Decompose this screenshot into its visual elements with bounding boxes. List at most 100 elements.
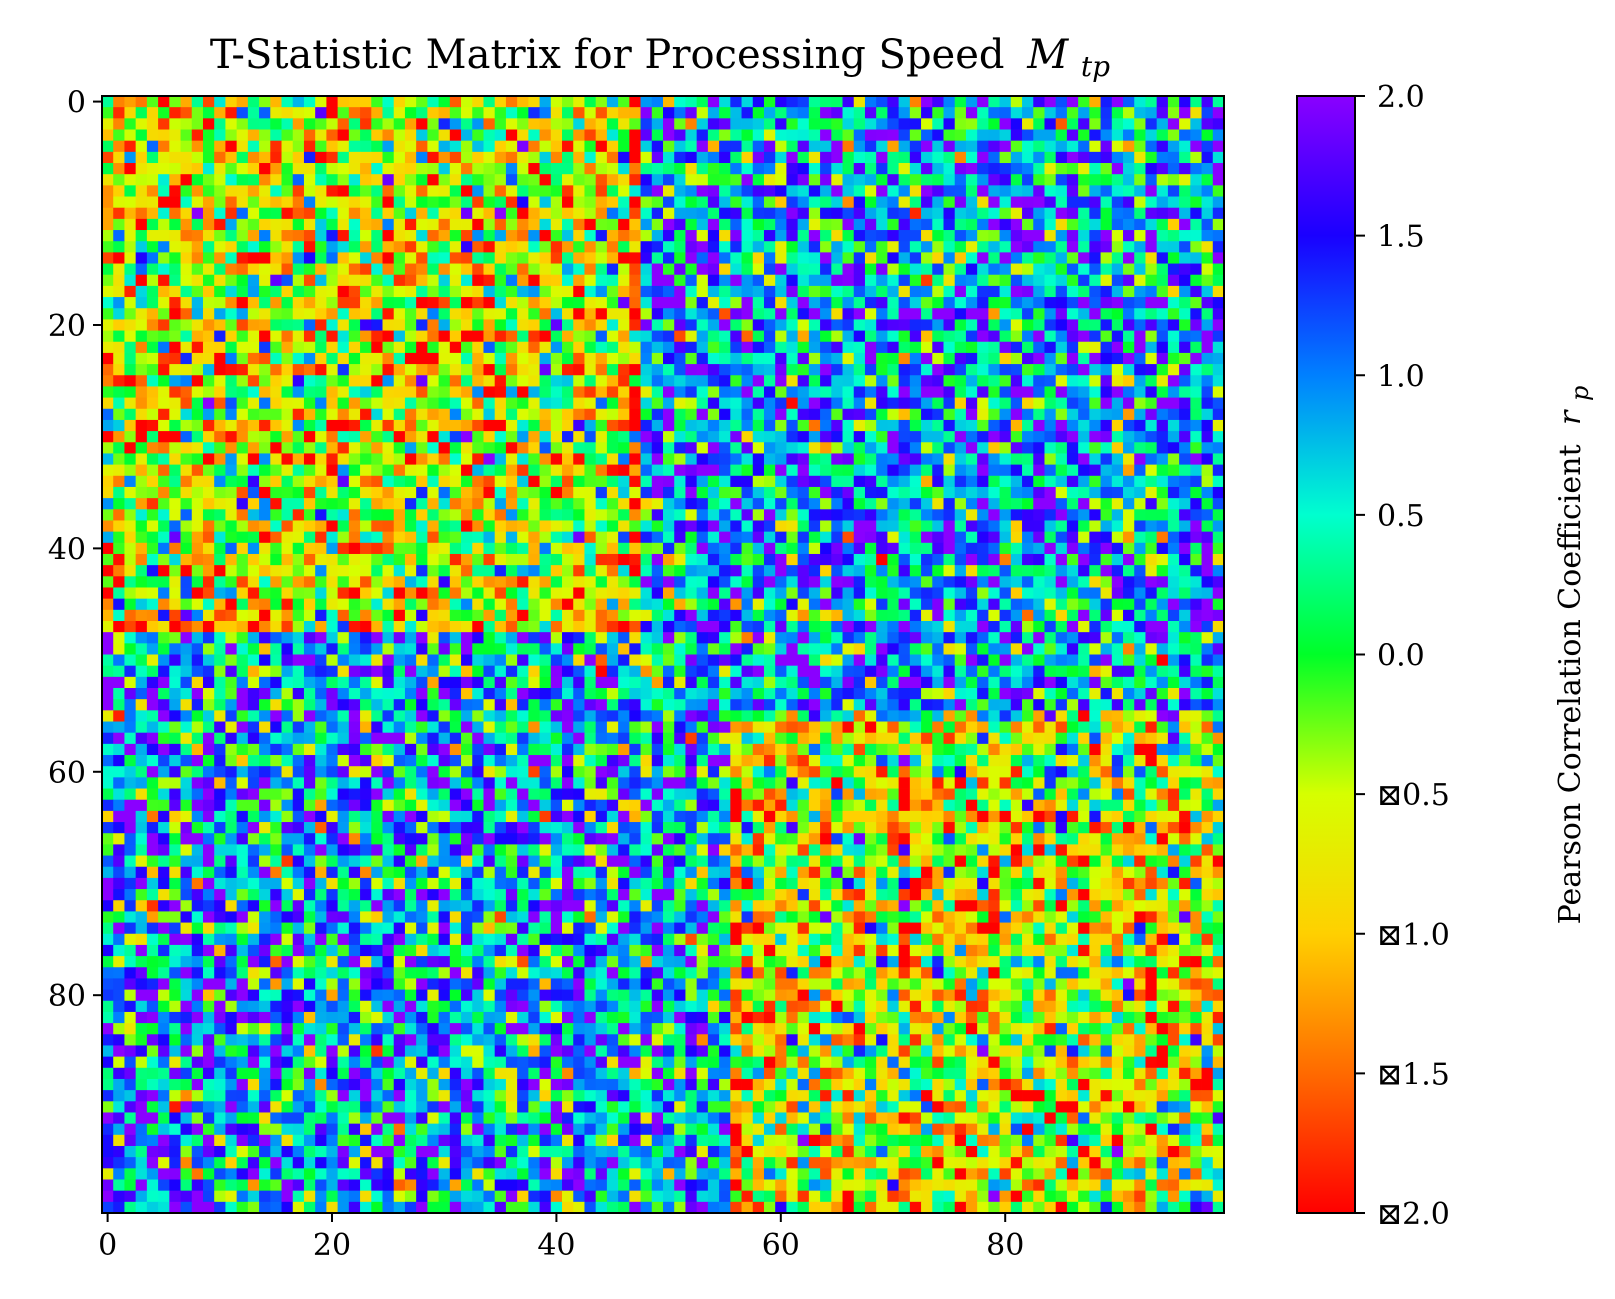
heatmap-cell — [640, 453, 653, 466]
heatmap-cell — [259, 431, 271, 443]
heatmap-cell — [270, 520, 282, 533]
heatmap-cell — [270, 632, 282, 644]
heatmap-cell — [719, 185, 731, 197]
heatmap-cell — [1156, 96, 1169, 108]
heatmap-cell — [820, 419, 832, 432]
heatmap-cell — [763, 207, 776, 220]
heatmap-cell — [685, 263, 698, 276]
heatmap-cell — [606, 464, 619, 477]
heatmap-cell — [1190, 107, 1202, 119]
heatmap-cell — [135, 576, 148, 588]
heatmap-cell — [113, 475, 125, 488]
heatmap-cell — [965, 453, 978, 466]
heatmap-cell — [416, 151, 428, 164]
heatmap-cell — [191, 553, 204, 566]
heatmap-cell — [517, 565, 529, 577]
heatmap-cell — [573, 587, 585, 600]
heatmap-cell — [360, 218, 372, 231]
heatmap-cell — [965, 140, 978, 153]
heatmap-cell — [864, 598, 877, 611]
heatmap-cell — [1066, 587, 1079, 600]
heatmap-cell — [808, 308, 821, 320]
heatmap-cell — [202, 520, 215, 533]
heatmap-cell — [270, 408, 282, 421]
heatmap-cell — [1078, 397, 1090, 410]
heatmap-cell — [977, 598, 989, 611]
heatmap-cell — [977, 542, 989, 555]
heatmap-cell — [202, 196, 215, 209]
heatmap-cell — [988, 207, 1000, 220]
heatmap-cell — [831, 341, 843, 354]
heatmap-cell — [763, 274, 776, 287]
heatmap-cell — [494, 230, 507, 242]
heatmap-cell — [887, 620, 900, 633]
heatmap-cell — [102, 218, 114, 231]
heatmap-cell — [977, 163, 989, 175]
heatmap-cell — [169, 218, 181, 231]
heatmap-cell — [1201, 576, 1214, 588]
heatmap-cell — [550, 285, 563, 298]
heatmap-cell — [853, 96, 866, 108]
heatmap-cell — [146, 308, 159, 320]
heatmap-cell — [864, 196, 877, 209]
heatmap-cell — [719, 230, 731, 242]
heatmap-cell — [270, 341, 282, 354]
heatmap-cell — [775, 218, 787, 231]
heatmap-cell — [618, 419, 630, 432]
heatmap-cell — [595, 241, 608, 253]
heatmap-cell — [337, 475, 350, 488]
heatmap-cell — [247, 375, 260, 387]
heatmap-cell — [494, 609, 507, 622]
heatmap-cell — [741, 643, 754, 655]
heatmap-cell — [1145, 352, 1158, 365]
heatmap-cell — [348, 330, 361, 343]
heatmap-cell — [169, 140, 181, 153]
heatmap-cell — [292, 620, 305, 633]
heatmap-cell — [562, 230, 574, 242]
heatmap-cell — [461, 587, 473, 600]
heatmap-cell — [1078, 174, 1090, 186]
heatmap-cell — [281, 419, 294, 432]
heatmap-cell — [494, 252, 507, 264]
heatmap-cell — [932, 274, 944, 287]
heatmap-cell — [864, 531, 877, 544]
heatmap-cell — [640, 118, 653, 130]
heatmap-cell — [1167, 453, 1180, 466]
heatmap-cell — [517, 341, 529, 354]
heatmap-cell — [1179, 207, 1191, 220]
heatmap-cell — [438, 230, 451, 242]
heatmap-cell — [1190, 285, 1202, 298]
heatmap-cell — [1078, 419, 1090, 432]
heatmap-cell — [595, 263, 608, 276]
heatmap-cell — [999, 185, 1012, 197]
heatmap-cell — [472, 207, 484, 220]
heatmap-cell — [505, 542, 518, 555]
heatmap-cell — [1123, 196, 1135, 209]
heatmap-cell — [651, 486, 664, 499]
heatmap-cell — [505, 531, 518, 544]
heatmap-cell — [1201, 620, 1214, 633]
heatmap-cell — [1022, 218, 1034, 231]
heatmap-cell — [808, 419, 821, 432]
heatmap-cell — [752, 185, 765, 197]
heatmap-cell — [909, 431, 922, 443]
heatmap-cell — [618, 632, 630, 644]
heatmap-cell — [1167, 397, 1180, 410]
heatmap-cell — [932, 163, 944, 175]
heatmap-cell — [135, 553, 148, 566]
heatmap-cell — [921, 542, 933, 555]
heatmap-cell — [719, 475, 731, 488]
heatmap-cell — [606, 151, 619, 164]
heatmap-cell — [584, 397, 597, 410]
heatmap-cell — [797, 486, 810, 499]
heatmap-cell — [1134, 107, 1146, 119]
heatmap-cell — [584, 241, 597, 253]
heatmap-cell — [584, 341, 597, 354]
heatmap-cell — [528, 397, 540, 410]
heatmap-cell — [562, 386, 574, 398]
heatmap-cell — [943, 151, 956, 164]
heatmap-cell — [416, 140, 428, 153]
heatmap-cell — [898, 285, 911, 298]
heatmap-cell — [909, 498, 922, 510]
heatmap-cell — [1201, 196, 1214, 209]
